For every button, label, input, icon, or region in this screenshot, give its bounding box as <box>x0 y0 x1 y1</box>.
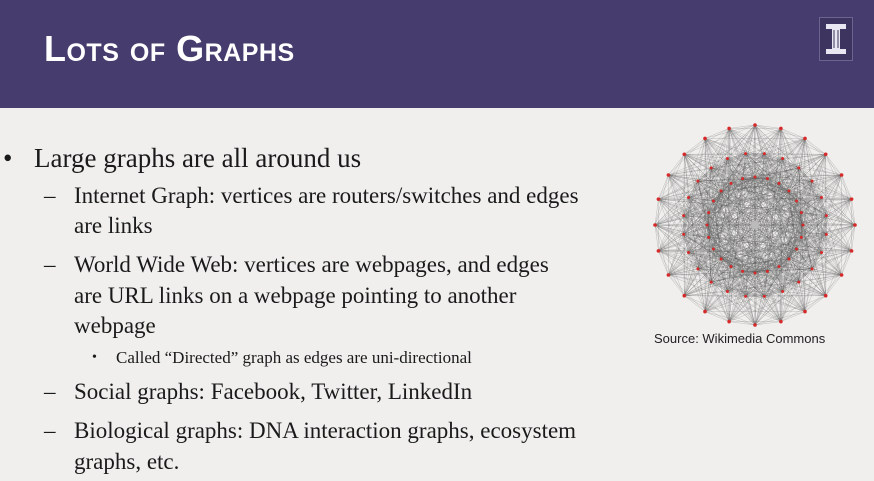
graph-vertex <box>709 280 713 284</box>
bullet-icon: • <box>3 143 13 173</box>
graph-vertex <box>682 152 687 157</box>
graph-vertex <box>707 235 711 239</box>
dash-icon: – <box>44 252 56 277</box>
graph-vertex <box>682 232 686 236</box>
dash-icon: – <box>44 418 56 443</box>
item-internet-line2: are links <box>74 213 153 238</box>
graph-vertex <box>823 293 828 298</box>
graph-vertex <box>711 247 715 251</box>
graph-vertex <box>686 251 690 255</box>
graph-vertex <box>803 309 807 314</box>
item-internet-line1: Internet Graph: vertices are routers/swi… <box>74 183 579 208</box>
graph-vertex <box>703 309 707 314</box>
graph-vertex <box>744 152 748 156</box>
image-caption: Source: Wikimedia Commons <box>654 331 826 346</box>
graph-vertex <box>753 271 757 275</box>
graph-vertex <box>824 214 828 218</box>
dash-icon: – <box>44 379 56 404</box>
item-social-line1: Social graphs: Facebook, Twitter, Linked… <box>74 379 473 404</box>
graph-vertex <box>777 265 781 269</box>
graph-vertex <box>820 195 824 199</box>
graph-vertex <box>799 211 803 215</box>
graph-vertex <box>839 173 844 177</box>
graph-vertex <box>741 269 745 273</box>
graph-vertex <box>787 257 791 261</box>
graph-vertex <box>801 223 805 227</box>
graph-vertex <box>727 319 731 324</box>
graph-vertex <box>753 123 757 127</box>
graph-vertex <box>682 214 686 218</box>
graph-vertex <box>787 189 791 193</box>
graph-vertex <box>725 156 729 160</box>
graph-vertex <box>656 249 661 253</box>
item-www-line1: World Wide Web: vertices are webpages, a… <box>74 252 549 277</box>
graph-vertex <box>741 177 745 181</box>
graph-vertex <box>779 126 783 131</box>
graph-edges <box>654 124 856 326</box>
graph-vertex <box>810 179 814 183</box>
graph-vertex <box>666 173 671 177</box>
graph-vertex <box>799 235 803 239</box>
title-bar: Lots of Graphs <box>0 0 874 108</box>
sub-bullet-directed: Called “Directed” graph as edges are uni… <box>116 348 472 367</box>
graph-vertex <box>762 294 766 298</box>
graph-vertex <box>781 290 785 294</box>
graph-vertex <box>777 181 781 185</box>
graph-vertex <box>765 177 769 181</box>
graph-vertex <box>765 269 769 273</box>
graph-center <box>751 221 759 229</box>
graph-vertex <box>703 136 707 141</box>
graph-vertex <box>797 280 801 284</box>
graph-vertex <box>707 211 711 215</box>
graph-vertex <box>729 181 733 185</box>
complete-graph-image <box>653 123 857 327</box>
graph-vertex <box>823 152 828 157</box>
item-www-line2: are URL links on a webpage pointing to a… <box>74 283 517 308</box>
graph-vertex <box>719 189 723 193</box>
graph-vertex <box>810 267 814 271</box>
graph-vertex <box>781 156 785 160</box>
graph-vertex <box>853 223 857 227</box>
graph-vertex <box>705 223 709 227</box>
graph-vertex <box>849 197 854 201</box>
graph-vertex <box>753 175 757 179</box>
graph-vertex <box>686 195 690 199</box>
item-www-line3: webpage <box>74 313 156 338</box>
graph-vertex <box>803 136 807 141</box>
university-logo-icon <box>819 17 853 61</box>
graph-vertex <box>725 290 729 294</box>
graph-vertex <box>696 179 700 183</box>
graph-vertex <box>656 197 661 201</box>
item-bio-line1: Biological graphs: DNA interaction graph… <box>74 418 577 443</box>
graph-vertex <box>744 294 748 298</box>
graph-vertex <box>849 249 854 253</box>
item-bio-line2: graphs, etc. <box>74 449 180 474</box>
graph-vertex <box>779 319 783 324</box>
graph-vertex <box>666 273 671 277</box>
graph-vertex <box>762 152 766 156</box>
graph-vertex <box>753 323 757 327</box>
graph-vertex <box>797 166 801 170</box>
graph-vertex <box>711 199 715 203</box>
graph-vertex <box>727 126 731 131</box>
small-bullet-icon: • <box>92 350 97 365</box>
graph-vertex <box>839 273 844 277</box>
slide-title: Lots of Graphs <box>44 28 295 69</box>
graph-vertex <box>820 251 824 255</box>
graph-vertex <box>719 257 723 261</box>
graph-vertex <box>653 223 657 227</box>
graph-vertex <box>729 265 733 269</box>
graph-vertex <box>824 232 828 236</box>
dash-icon: – <box>44 183 56 208</box>
graph-vertex <box>709 166 713 170</box>
graph-vertex <box>795 247 799 251</box>
main-bullet-text: Large graphs are all around us <box>34 143 362 173</box>
graph-vertex <box>682 293 687 298</box>
graph-vertex <box>795 199 799 203</box>
graph-vertex <box>696 267 700 271</box>
